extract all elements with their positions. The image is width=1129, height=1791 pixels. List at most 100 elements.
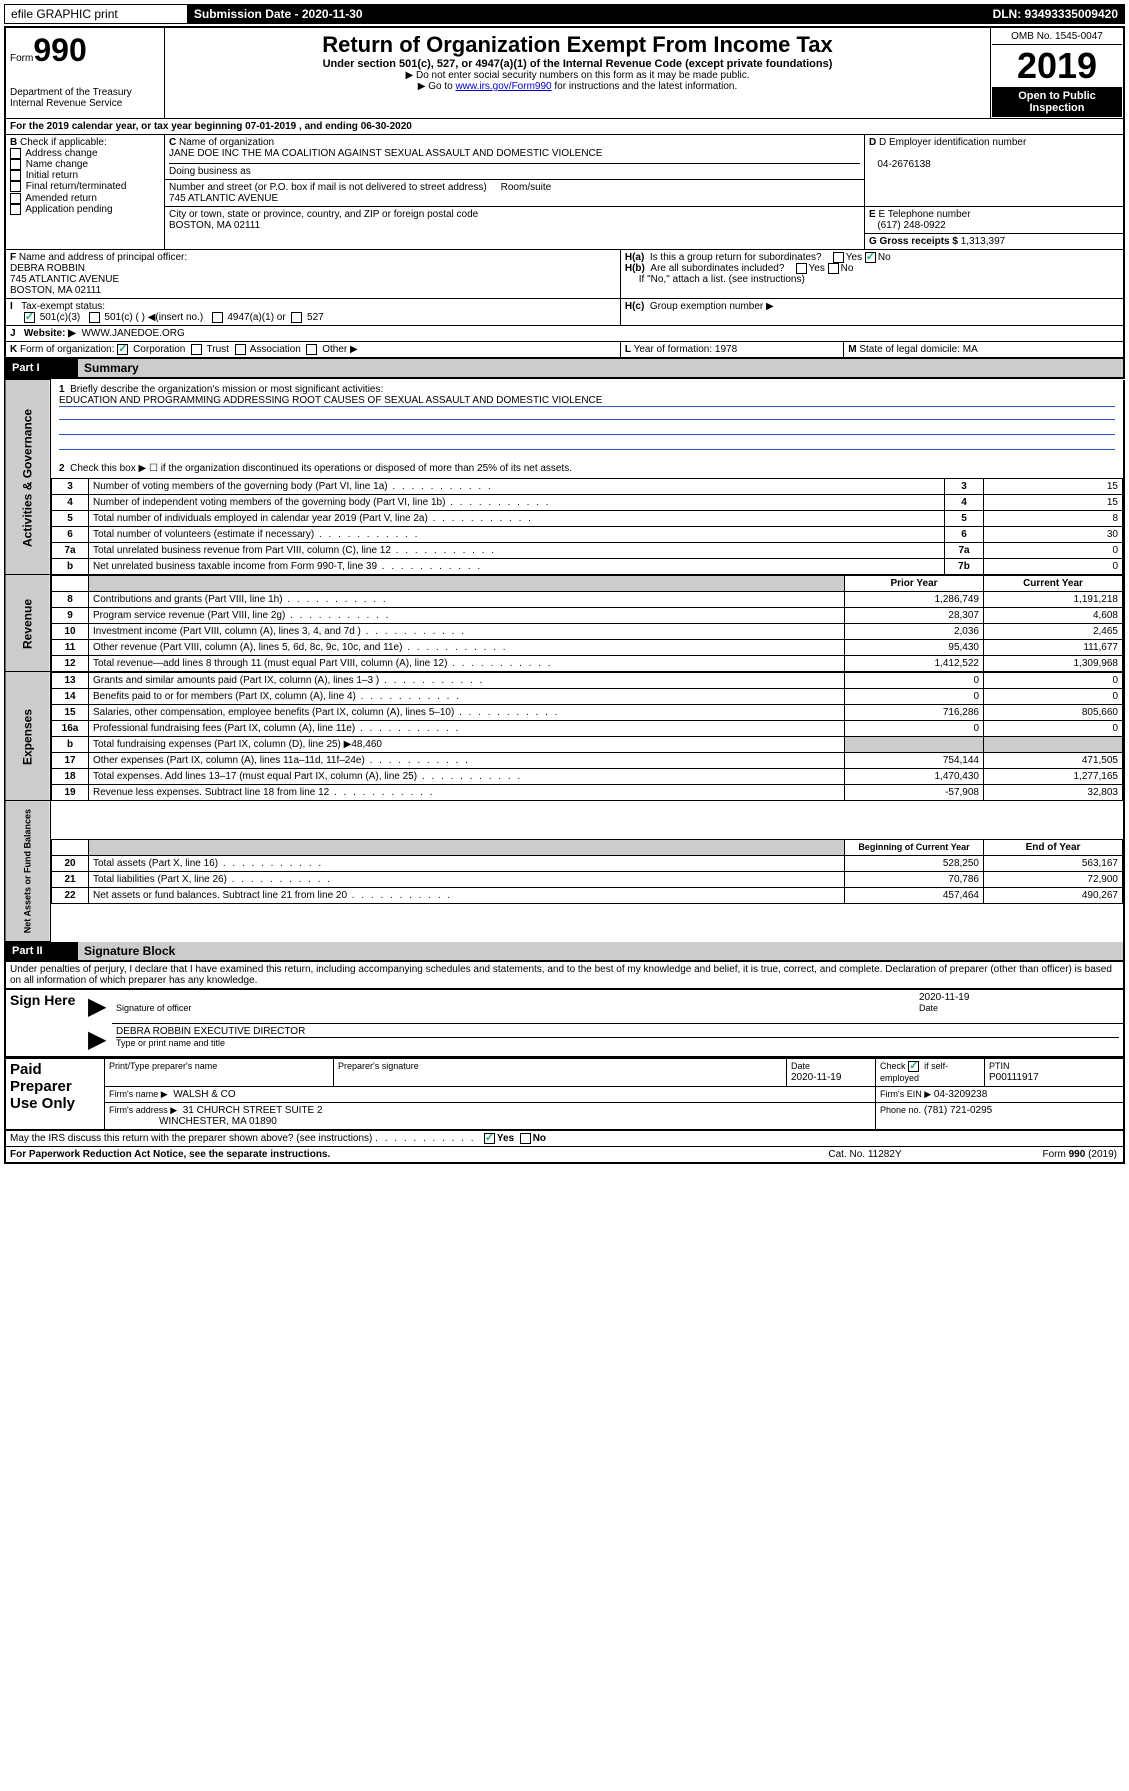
- blank-line-3: [59, 437, 1115, 450]
- cb-trust[interactable]: [191, 344, 202, 355]
- dept-treasury: Department of the Treasury: [10, 87, 160, 98]
- governance-table: 3 Number of voting members of the govern…: [51, 478, 1123, 575]
- no-lbl-3: No: [533, 1133, 546, 1144]
- current-val: 1,277,165: [984, 768, 1123, 784]
- f-label: Name and address of principal officer:: [19, 252, 187, 263]
- q1-answer: EDUCATION AND PROGRAMMING ADDRESSING ROO…: [59, 395, 1115, 407]
- no-lbl-2: No: [841, 263, 854, 274]
- website-url[interactable]: WWW.JANEDOE.ORG: [81, 328, 184, 339]
- firm-addr1: 31 CHURCH STREET SUITE 2: [183, 1105, 323, 1116]
- ha-no[interactable]: [865, 252, 876, 263]
- cb-501c[interactable]: [89, 312, 100, 323]
- cb-corp[interactable]: [117, 344, 128, 355]
- street-address: 745 ATLANTIC AVENUE: [169, 193, 278, 204]
- row-num: 20: [52, 855, 89, 871]
- domicile-lbl: State of legal domicile:: [859, 344, 960, 355]
- discuss-no[interactable]: [520, 1133, 531, 1144]
- begin-val: 70,786: [845, 871, 984, 887]
- row-num: 5: [52, 510, 89, 526]
- sign-date: 2020-11-19: [919, 992, 969, 1003]
- year-formation: 1978: [715, 344, 737, 355]
- discuss-yes[interactable]: [484, 1133, 495, 1144]
- year-formation-lbl: Year of formation:: [634, 344, 713, 355]
- table-row: 11 Other revenue (Part VIII, column (A),…: [52, 639, 1123, 655]
- row-desc: Total liabilities (Part X, line 26): [89, 871, 845, 887]
- end-val: 72,900: [984, 871, 1123, 887]
- row-desc: Professional fundraising fees (Part IX, …: [89, 720, 845, 736]
- hb-yes[interactable]: [796, 263, 807, 274]
- q1-text: Briefly describe the organization's miss…: [70, 384, 383, 395]
- tax-year: 2019: [992, 45, 1122, 87]
- table-row: 4 Number of independent voting members o…: [52, 494, 1123, 510]
- perjury-declaration: Under penalties of perjury, I declare th…: [4, 962, 1125, 988]
- efile-label[interactable]: efile GRAPHIC print: [5, 5, 188, 24]
- row-num: 3: [52, 478, 89, 494]
- prior-val: 2,036: [845, 623, 984, 639]
- cb-527[interactable]: [291, 312, 302, 323]
- yes-lbl-1: Yes: [846, 252, 862, 263]
- cb-assoc[interactable]: [235, 344, 246, 355]
- cb-initial[interactable]: [10, 170, 21, 181]
- net-hdr-blank: [52, 839, 89, 855]
- check-applicable: Check if applicable:: [20, 137, 107, 148]
- cb-final[interactable]: [10, 181, 21, 192]
- officer-addr2: BOSTON, MA 02111: [10, 285, 101, 296]
- netassets-table: Beginning of Current Year End of Year 20…: [51, 839, 1123, 904]
- col-current: Current Year: [984, 575, 1123, 591]
- ptin: P00111917: [989, 1072, 1039, 1083]
- date-lbl: Date: [919, 1003, 938, 1013]
- net-hdr-desc: [89, 839, 845, 855]
- row-desc: Number of voting members of the governin…: [89, 478, 945, 494]
- omb-number: OMB No. 1545-0047: [992, 29, 1122, 45]
- cb-pending[interactable]: [10, 204, 21, 215]
- sign-here-label: Sign Here: [5, 989, 84, 1057]
- dln: DLN: 93493335009420: [913, 5, 1125, 24]
- current-val: 32,803: [984, 784, 1123, 800]
- cb-other[interactable]: [306, 344, 317, 355]
- opt-initial: Initial return: [26, 170, 78, 181]
- current-val: 1,309,968: [984, 655, 1123, 671]
- current-val: 0: [984, 688, 1123, 704]
- q2-text: Check this box ▶ ☐ if the organization d…: [70, 463, 572, 474]
- addr-label: Number and street (or P.O. box if mail i…: [169, 182, 487, 193]
- ha-yes[interactable]: [833, 252, 844, 263]
- table-row: 15 Salaries, other compensation, employe…: [52, 704, 1123, 720]
- hb-note: If "No," attach a list. (see instruction…: [639, 274, 805, 285]
- prep-date: 2020-11-19: [791, 1072, 841, 1083]
- city-label: City or town, state or province, country…: [169, 209, 478, 220]
- opt-4947: 4947(a)(1) or: [227, 312, 285, 323]
- cb-4947[interactable]: [212, 312, 223, 323]
- firm-phone: (781) 721-0295: [924, 1105, 992, 1116]
- current-val: 2,465: [984, 623, 1123, 639]
- row-num: 11: [52, 639, 89, 655]
- form-number: 990: [33, 32, 86, 68]
- prep-name-lbl: Print/Type preparer's name: [109, 1061, 217, 1071]
- officer-addr1: 745 ATLANTIC AVENUE: [10, 274, 119, 285]
- row-desc: Net assets or fund balances. Subtract li…: [89, 887, 845, 903]
- yes-lbl-2: Yes: [809, 263, 825, 274]
- form990-link[interactable]: www.irs.gov/Form990: [455, 81, 551, 92]
- top-bar: efile GRAPHIC print Submission Date - 20…: [4, 4, 1125, 24]
- part2-hdr: Part II: [5, 942, 78, 961]
- row-box: 7b: [945, 558, 984, 574]
- cb-self-employed[interactable]: [908, 1061, 919, 1072]
- cb-name-change[interactable]: [10, 159, 21, 170]
- cb-501c3[interactable]: [24, 312, 35, 323]
- row-num: 18: [52, 768, 89, 784]
- row-desc: Total number of volunteers (estimate if …: [89, 526, 945, 542]
- sign-here-block: Sign Here ▶ Signature of officer 2020-11…: [4, 988, 1125, 1058]
- cb-amended[interactable]: [10, 193, 21, 204]
- city-state-zip: BOSTON, MA 02111: [169, 220, 260, 231]
- officer-name: DEBRA ROBBIN: [10, 263, 85, 274]
- table-row: 13 Grants and similar amounts paid (Part…: [52, 672, 1123, 688]
- cb-address-change[interactable]: [10, 148, 21, 159]
- gross-receipts: 1,313,397: [961, 236, 1006, 247]
- prior-val: [845, 736, 984, 752]
- rev-hdr-blank: [52, 575, 89, 591]
- hb-no[interactable]: [828, 263, 839, 274]
- side-revenue: Revenue: [5, 575, 51, 672]
- revenue-table: Prior Year Current Year 8 Contributions …: [51, 575, 1123, 672]
- row-num: 14: [52, 688, 89, 704]
- dots: [375, 1133, 475, 1144]
- current-val: 111,677: [984, 639, 1123, 655]
